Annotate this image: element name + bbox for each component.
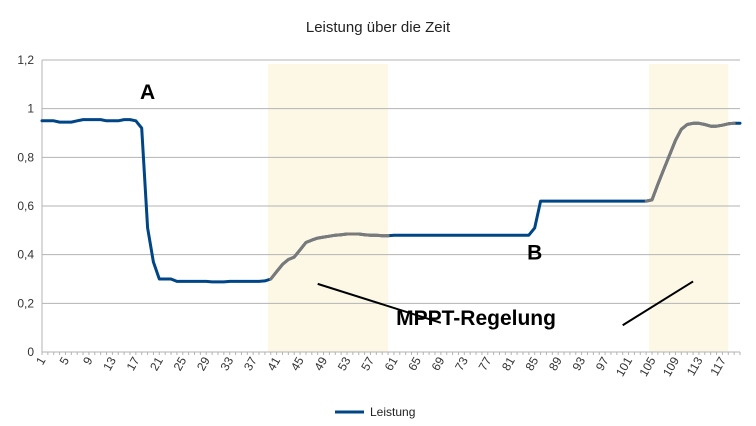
y-tick-label: 1 [27,102,34,116]
x-tick-label: 9 [80,354,96,367]
x-tick-label: 85 [522,354,541,373]
legend-label-leistung: Leistung [370,405,415,419]
x-tick-label: 81 [499,354,518,373]
x-tick-label: 5 [57,354,73,367]
y-tick-label: 0,2 [17,296,34,310]
x-tick-label: 45 [288,354,307,373]
highlight-region-0 [267,64,389,352]
x-tick-label: 33 [217,354,236,373]
y-tick-label: 0 [27,345,34,359]
annotations: A B MPPT-Regelung [140,81,556,330]
x-tick-label: 89 [546,354,565,373]
mppt-segment-0 [269,232,390,281]
x-tick-label: 69 [429,354,448,373]
mppt-segment-1 [644,121,736,203]
x-tick-label: 65 [405,354,424,373]
x-tick-label: 41 [264,354,283,373]
x-tick-labels: 1 5 9 13 17 21 25 29 33 37 41 45 49 53 57 61 65 69 73 77 81 8… [33,354,729,379]
y-tick-label: 1,2 [17,53,34,67]
x-tick-label: 37 [241,354,260,373]
annotation-b: B [527,242,542,265]
x-tick-label: 57 [358,354,377,373]
y-tick-label: 0,6 [17,199,34,213]
x-tick-label: 105 [636,354,658,379]
x-tick-label: 29 [194,354,213,373]
x-tick-label: 53 [335,354,354,373]
x-tick-label: 101 [613,354,635,379]
y-tick-label: 0,8 [17,150,34,164]
highlight-region-1 [649,64,729,352]
x-tick-label: 117 [707,354,729,378]
highlight-regions [267,64,729,352]
x-tick-label: 77 [476,354,495,373]
legend: Leistung [335,405,415,419]
x-tick-label: 1 [33,354,49,367]
x-tick-label: 25 [171,354,190,373]
series-line-leistung [40,118,742,284]
callout-line-1 [622,280,694,327]
y-tick-label: 0,4 [17,248,34,262]
annotation-mppt-regelung: MPPT-Regelung [396,307,556,330]
x-tick-label: 113 [684,354,706,378]
annotation-callouts [317,280,694,327]
gridlines [42,59,740,304]
x-tick-label: 49 [311,354,330,373]
x-tick-label: 73 [452,354,471,373]
x-tick-label: 13 [100,354,119,373]
callout-line-0 [317,282,442,324]
x-tick-label: 61 [382,354,401,373]
annotation-a: A [140,81,155,104]
x-tick-label: 93 [569,354,588,373]
x-tick-label: 109 [660,354,682,379]
x-tick-label: 97 [593,354,612,373]
axes [41,60,741,355]
chart-title: Leistung über die Zeit [306,19,451,36]
x-tick-label: 17 [124,354,143,373]
series-lines [40,118,742,284]
x-tick-label: 21 [147,354,166,373]
y-tick-labels: 0 0,2 0,4 0,6 0,8 1 1,2 [17,53,34,359]
